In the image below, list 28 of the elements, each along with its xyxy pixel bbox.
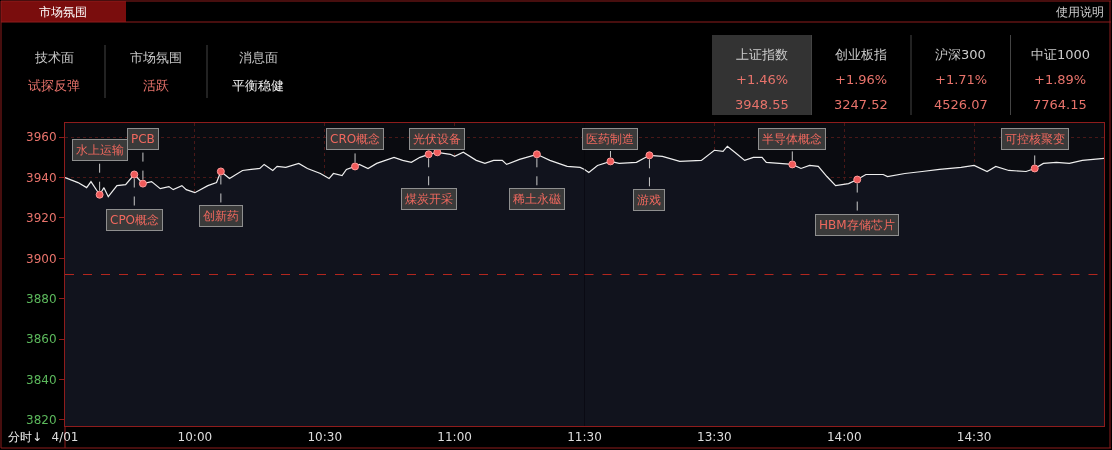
x-tick-label: 13:30 (697, 430, 732, 445)
text: 市场氛围 (39, 5, 87, 20)
text: 使用说明 (1056, 5, 1104, 19)
annotation: 医药制造 (586, 132, 634, 146)
text: 7764.15 (1033, 97, 1087, 112)
text: 创业板指 (835, 47, 887, 62)
annotation: 游戏 (637, 193, 661, 207)
text: 技术面 (34, 50, 74, 65)
text: 平衡稳健 (232, 78, 284, 93)
text: 沪深300 (935, 47, 986, 62)
text: 4526.07 (934, 97, 988, 112)
text: 市场氛围 (130, 50, 182, 65)
text: +1.71% (935, 72, 988, 87)
text: 3247.52 (834, 97, 888, 112)
text: +1.89% (1034, 72, 1087, 87)
text: 3948.55 (735, 97, 789, 112)
text: 消息面 (239, 50, 278, 65)
x-tick-label: 14:00 (826, 430, 862, 445)
text: +1.96% (835, 72, 888, 87)
annotation: HBM存储芯片 (819, 218, 895, 232)
text: +1.46% (736, 72, 789, 87)
text: 中证1000 (1031, 47, 1091, 62)
annotation: 半导体概念 (762, 132, 822, 146)
text: 试探反弹 (28, 78, 80, 93)
text: 上证指数 (736, 47, 788, 62)
text: 活跃 (143, 78, 169, 93)
annotation: 可控核聚变 (1005, 132, 1065, 146)
x-tick-label: 14:30 (956, 430, 992, 445)
